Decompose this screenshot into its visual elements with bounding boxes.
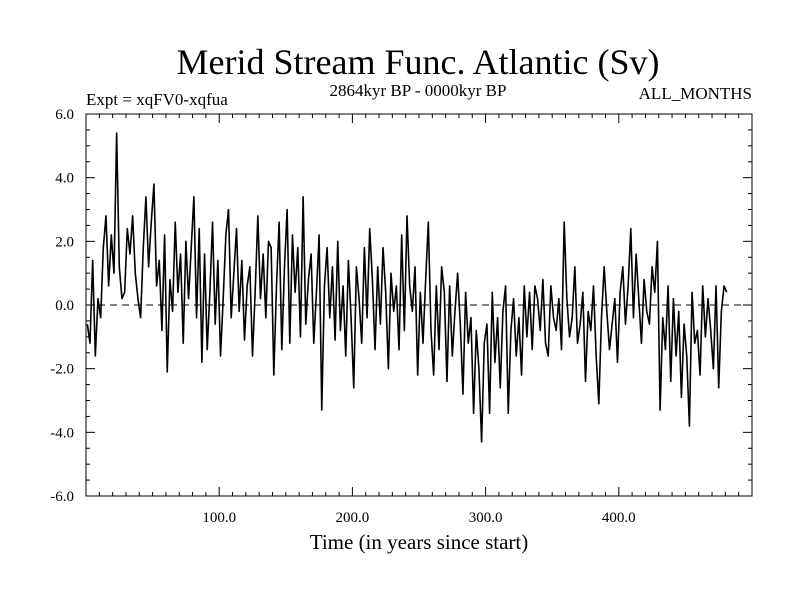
- months-label: ALL_MONTHS: [639, 84, 752, 103]
- x-tick-label: 100.0: [202, 510, 236, 526]
- axis-ticks: [86, 113, 752, 497]
- y-tick-label: -2.0: [50, 362, 74, 378]
- x-tick-label: 200.0: [336, 510, 370, 526]
- x-tick-label: 300.0: [469, 510, 503, 526]
- y-tick-label: -4.0: [50, 425, 74, 441]
- y-tick-label: -6.0: [50, 489, 74, 505]
- time-range-label: 2864kyr BP - 0000kyr BP: [330, 81, 507, 100]
- y-tick-label: 0.0: [55, 298, 74, 314]
- chart-title: Merid Stream Func. Atlantic (Sv): [177, 42, 660, 82]
- y-tick-label: 4.0: [55, 171, 74, 187]
- y-tick-label: 2.0: [55, 234, 74, 250]
- x-axis-label: Time (in years since start): [310, 530, 529, 554]
- tick-labels: 100.0 200.0 300.0 400.0 6.0 4.0 2.0 0.0 -2.0 -4.0…: [50, 107, 635, 526]
- x-tick-label: 400.0: [602, 510, 636, 526]
- y-tick-label: 6.0: [55, 107, 74, 123]
- experiment-label: Expt = xqFV0-xqfua: [86, 90, 228, 109]
- series-line: [86, 132, 728, 443]
